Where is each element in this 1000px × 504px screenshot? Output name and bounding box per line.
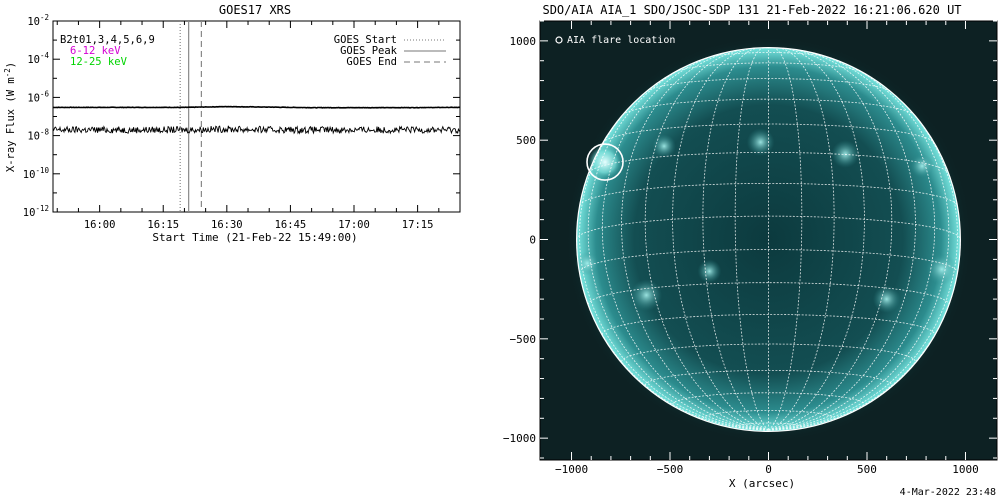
longitude-line xyxy=(768,57,950,431)
aia-x-tick-label: 1000 xyxy=(952,463,979,476)
goes-chart-title: GOES17 XRS xyxy=(219,3,291,17)
legend-goes-end: GOES End xyxy=(346,56,397,68)
flare-legend-label: AIA flare location xyxy=(567,35,675,46)
latitude-line xyxy=(621,343,916,362)
longitude-line xyxy=(579,82,769,431)
longitude-line xyxy=(621,49,769,431)
latitude-line xyxy=(675,62,862,73)
goes-y-tick-label: 10-8 xyxy=(27,128,49,143)
goes-x-axis-label: Start Time (21-Feb-22 15:49:00) xyxy=(152,231,357,244)
goes-series-label-12-25: 12-25 keV xyxy=(70,56,128,68)
goes-y-tick-label: 10-6 xyxy=(27,89,49,104)
goes-x-tick-label: 16:15 xyxy=(147,219,179,231)
longitude-line xyxy=(768,47,865,431)
flare-location-marker xyxy=(586,143,624,181)
longitude-line xyxy=(768,47,835,431)
latitude-line xyxy=(587,282,950,305)
aia-x-axis-label: X (arcsec) xyxy=(729,477,795,490)
longitude-line xyxy=(644,48,769,431)
aia-y-tick-label: 0 xyxy=(529,234,536,247)
aia-y-tick-label: −500 xyxy=(510,333,537,346)
longitude-line xyxy=(734,47,769,431)
goes-x-tick-label: 16:00 xyxy=(84,219,116,231)
plot-timestamp: 4-Mar-2022 23:48 xyxy=(899,487,996,498)
active-region xyxy=(587,144,623,180)
aia-y-tick-label: −1000 xyxy=(503,432,536,445)
goes-y-tick-label: 10-12 xyxy=(23,204,49,219)
aia-x-axis: −1000 −500 0 500 1000 xyxy=(555,21,979,476)
goes-y-tick-label: 10-4 xyxy=(27,51,49,66)
goes-x-tick-label: 16:30 xyxy=(211,219,243,231)
goes-x-tick-label: 17:15 xyxy=(402,219,434,231)
goes-y-tick-label: 10-2 xyxy=(27,13,49,28)
goes-xrs-panel: GOES17 XRS 10-12 10-10 10-8 10-6 10-4 10-2 16… xyxy=(0,0,500,500)
longitude-line xyxy=(587,57,769,431)
sun-limb xyxy=(576,47,961,432)
aia-image-panel: SDO/AIA AIA_1 SDO/JSOC-SDP 131 21-Feb-20… xyxy=(500,0,1000,500)
latitude-line xyxy=(706,52,831,59)
goes-legend-title: B2t01,3,4,5,6,9 xyxy=(60,34,155,46)
heliographic-grid xyxy=(576,47,961,431)
longitude-line xyxy=(768,47,803,431)
aia-y-axis: 1000 500 0 −500 −1000 xyxy=(503,20,997,459)
longitude-line xyxy=(768,49,916,431)
longitude-line xyxy=(768,48,893,431)
legend-goes-start: GOES Start xyxy=(334,34,397,46)
goes-series-line xyxy=(53,105,460,109)
goes-event-markers xyxy=(179,21,202,212)
longitude-line xyxy=(768,52,936,431)
legend-goes-peak: GOES Peak xyxy=(340,45,398,57)
active-region xyxy=(910,154,934,178)
active-region xyxy=(926,253,958,286)
longitude-line xyxy=(601,52,769,431)
aia-solar-image: SDO/AIA AIA_1 SDO/JSOC-SDP 131 21-Feb-20… xyxy=(503,3,998,490)
longitude-line xyxy=(702,47,769,431)
goes-y-axis-label: X-ray Flux (W m-2) xyxy=(3,62,17,172)
active-region xyxy=(746,128,775,156)
goes-y-axis: 10-12 10-10 10-8 10-6 10-4 10-2 xyxy=(23,13,460,219)
active-region xyxy=(697,259,722,284)
longitude-line xyxy=(672,47,769,431)
active-regions xyxy=(575,128,958,313)
latitude-line xyxy=(579,183,958,206)
aia-y-tick-label: 500 xyxy=(516,134,536,147)
aia-x-tick-label: −1000 xyxy=(555,463,588,476)
goes-x-axis: 16:00 16:15 16:30 16:45 17:00 17:15 xyxy=(56,21,461,231)
aia-image-content xyxy=(565,36,972,443)
goes-xrs-chart: GOES17 XRS 10-12 10-10 10-8 10-6 10-4 10-2 16… xyxy=(3,3,461,244)
active-region xyxy=(630,279,663,311)
goes-y-tick-label: 10-10 xyxy=(23,166,50,181)
goes-series-group xyxy=(52,105,461,135)
longitude-line xyxy=(768,82,958,431)
latitude-line xyxy=(672,392,865,405)
aia-x-tick-label: 500 xyxy=(857,463,877,476)
aia-y-tick-label: 1000 xyxy=(510,35,537,48)
goes-series-label-6-12: 6-12 keV xyxy=(70,45,121,57)
goes-x-tick-label: 16:45 xyxy=(275,219,307,231)
goes-x-tick-label: 17:00 xyxy=(338,219,370,231)
active-region xyxy=(652,134,676,158)
flare-legend-icon xyxy=(555,36,563,44)
goes-series-line xyxy=(52,125,461,135)
aia-x-tick-label: −500 xyxy=(657,463,684,476)
aia-x-tick-label: 0 xyxy=(765,463,772,476)
aia-image-title: SDO/AIA AIA_1 SDO/JSOC-SDP 131 21-Feb-20… xyxy=(542,3,961,17)
